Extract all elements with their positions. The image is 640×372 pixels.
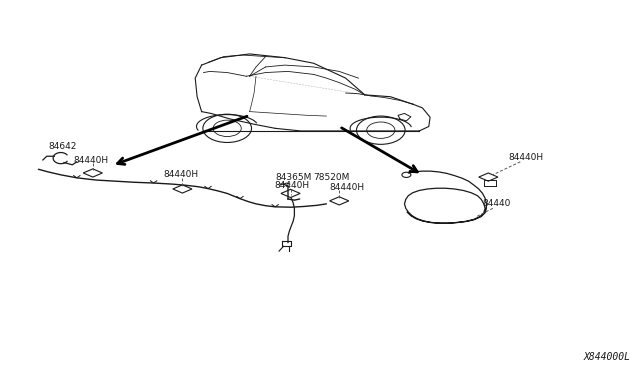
Text: X844000L: X844000L — [584, 352, 630, 362]
Text: 78520M: 78520M — [314, 173, 350, 182]
Circle shape — [356, 116, 405, 144]
Polygon shape — [330, 197, 349, 205]
Circle shape — [367, 122, 395, 138]
Circle shape — [203, 114, 252, 142]
Polygon shape — [173, 185, 192, 193]
Text: 84440H: 84440H — [330, 183, 365, 192]
Text: 84440: 84440 — [482, 199, 510, 208]
Circle shape — [402, 172, 411, 177]
Text: 84440H: 84440H — [163, 170, 198, 179]
Circle shape — [213, 120, 241, 137]
Polygon shape — [479, 173, 498, 181]
Text: 84642: 84642 — [48, 142, 76, 151]
Text: 84440H: 84440H — [509, 153, 544, 162]
Polygon shape — [83, 169, 102, 177]
Polygon shape — [281, 189, 300, 198]
Text: 84365M: 84365M — [275, 173, 312, 182]
Text: 84440H: 84440H — [274, 181, 309, 190]
Text: 84440H: 84440H — [74, 155, 109, 164]
